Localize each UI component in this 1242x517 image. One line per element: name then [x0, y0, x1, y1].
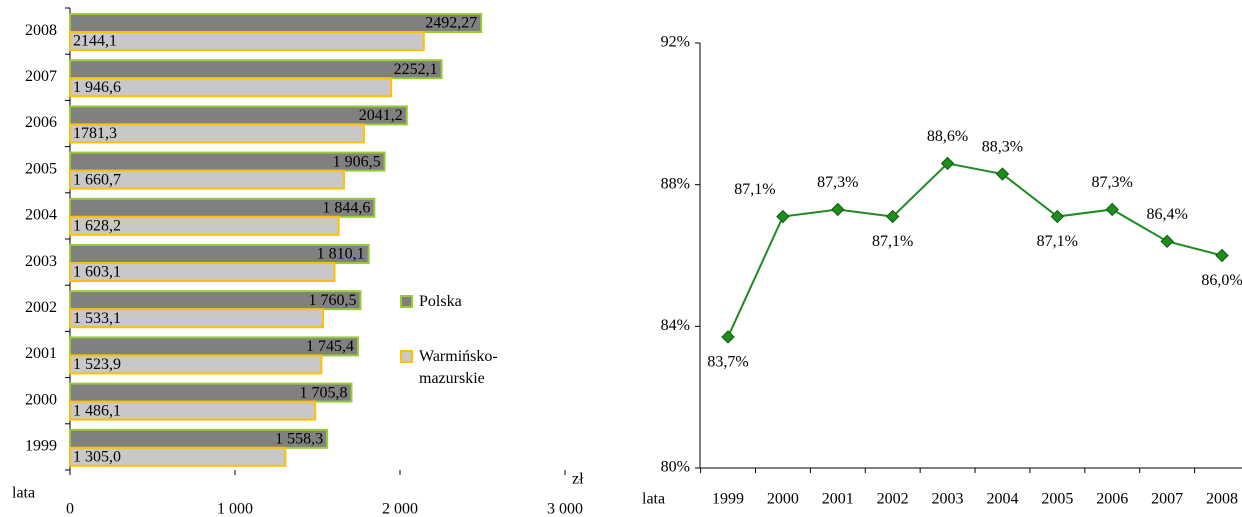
- bar: [69, 308, 324, 329]
- legend-label: Polska: [419, 293, 462, 310]
- value-label: 1 558,3: [275, 430, 323, 447]
- value-label: 1 760,5: [308, 292, 356, 309]
- y-tick-label: 2008: [25, 22, 57, 39]
- marker: [831, 202, 845, 217]
- bar: [69, 105, 408, 126]
- y-tick-label: 88%: [661, 175, 690, 192]
- y-tick-label: 2000: [25, 391, 57, 408]
- value-label: 1 523,9: [73, 356, 121, 373]
- x-tick-label: 2000: [767, 491, 799, 508]
- value-label: 2144,1: [73, 33, 117, 50]
- value-label: 1 946,6: [73, 79, 121, 96]
- value-label: 83,7%: [707, 354, 748, 371]
- value-label: 2492,27: [425, 15, 477, 32]
- value-label: 87,3%: [817, 174, 858, 191]
- value-label: 1 844,6: [322, 199, 370, 216]
- value-label: 1 533,1: [73, 310, 121, 327]
- x-tick-label: 2 000: [382, 501, 418, 517]
- y-tick-label: 92%: [661, 34, 690, 51]
- x-tick-label: 2006: [1096, 491, 1128, 508]
- x-tick-label: 1999: [712, 491, 744, 508]
- marker: [776, 209, 790, 224]
- x-tick-label: 2003: [932, 491, 964, 508]
- x-tick-label: 2002: [877, 491, 909, 508]
- x-tick-label: 0: [66, 501, 74, 517]
- value-label: 2252,1: [394, 61, 438, 78]
- value-label: 86,4%: [1146, 206, 1187, 223]
- bar: [69, 400, 317, 421]
- marker: [721, 330, 735, 344]
- y-tick-label: 2004: [25, 207, 57, 224]
- bar: [69, 262, 336, 282]
- bar: [69, 169, 346, 190]
- y-tick-label: 84%: [661, 317, 690, 334]
- marker: [1215, 248, 1229, 263]
- y-tick-label: 2006: [25, 114, 57, 131]
- y-tick-label: 2001: [25, 345, 57, 362]
- y-tick-label: 2002: [25, 299, 57, 316]
- marker: [885, 209, 900, 224]
- bar: [69, 31, 425, 51]
- value-label: 1 603,1: [73, 264, 121, 281]
- value-label: 1 745,4: [306, 338, 354, 355]
- value-label: 1 486,1: [73, 402, 121, 419]
- x-tick-label: 2008: [1206, 491, 1238, 508]
- y-tick-label: 2005: [25, 160, 57, 177]
- legend-swatch: [400, 295, 413, 308]
- value-label: 1 810,1: [317, 246, 365, 263]
- value-label: 86,0%: [1201, 272, 1242, 289]
- y-tick-label: 1999: [25, 438, 57, 455]
- marker: [1050, 209, 1065, 224]
- value-label: 88,6%: [927, 128, 968, 145]
- value-label: 87,1%: [872, 233, 913, 250]
- line: [727, 162, 1223, 338]
- x-tick-label: 2007: [1151, 491, 1183, 508]
- marker: [995, 167, 1010, 181]
- bar: [69, 13, 483, 33]
- x-tick-label: 1 000: [217, 501, 253, 517]
- x-axis-label: lata: [642, 491, 665, 508]
- value-label: 2041,2: [359, 107, 403, 124]
- bar: [69, 446, 287, 467]
- x-tick-label: 2001: [822, 491, 854, 508]
- y-tick-label: 80%: [661, 459, 690, 476]
- value-label: 1 628,2: [73, 217, 121, 234]
- value-label: 87,1%: [1037, 233, 1078, 250]
- marker: [1160, 234, 1174, 249]
- bar: [69, 354, 323, 375]
- legend-label: Warmińsko-mazurskie: [419, 348, 498, 387]
- bar: [69, 77, 393, 98]
- y-tick-label: 2007: [25, 68, 57, 85]
- x-tick-label: 3 000: [547, 501, 583, 517]
- value-label: 88,3%: [982, 139, 1023, 156]
- x-axis-label: zł: [572, 471, 584, 488]
- x-tick-label: 2005: [1041, 491, 1073, 508]
- value-label: 87,1%: [734, 181, 775, 198]
- value-label: 1 906,5: [333, 153, 381, 170]
- value-label: 87,3%: [1092, 174, 1133, 191]
- legend-swatch: [400, 350, 413, 363]
- value-label: 1 660,7: [73, 171, 121, 188]
- bar: [69, 59, 443, 80]
- x-tick-label: 2004: [986, 491, 1018, 508]
- value-label: 1 305,0: [73, 448, 121, 465]
- marker: [1105, 202, 1119, 217]
- bar: [69, 215, 340, 236]
- y-axis-label: lata: [12, 485, 35, 502]
- value-label: 1781,3: [73, 125, 117, 142]
- y-tick-label: 2003: [25, 253, 57, 270]
- value-label: 1 705,8: [299, 384, 347, 401]
- marker: [940, 156, 955, 171]
- bar: [69, 123, 365, 144]
